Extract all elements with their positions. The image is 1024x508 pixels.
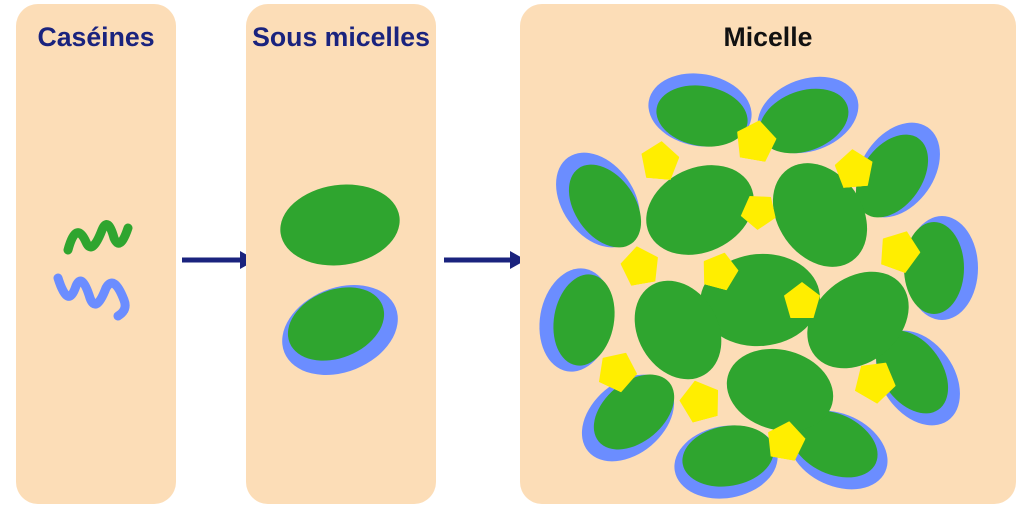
diagram-stage: Caséines Sous micelles Micelle [0, 0, 1024, 508]
panel-title-micelle: Micelle [520, 22, 1016, 53]
arrow-shaft [444, 258, 510, 263]
submicelle-inner [904, 222, 964, 314]
casein-protein-squiggle [48, 270, 133, 325]
panel-title-sous: Sous micelles [246, 22, 436, 53]
casein-protein-squiggle [62, 210, 137, 260]
arrow-shaft [182, 258, 240, 263]
panel-title-caseines: Caséines [16, 22, 176, 53]
